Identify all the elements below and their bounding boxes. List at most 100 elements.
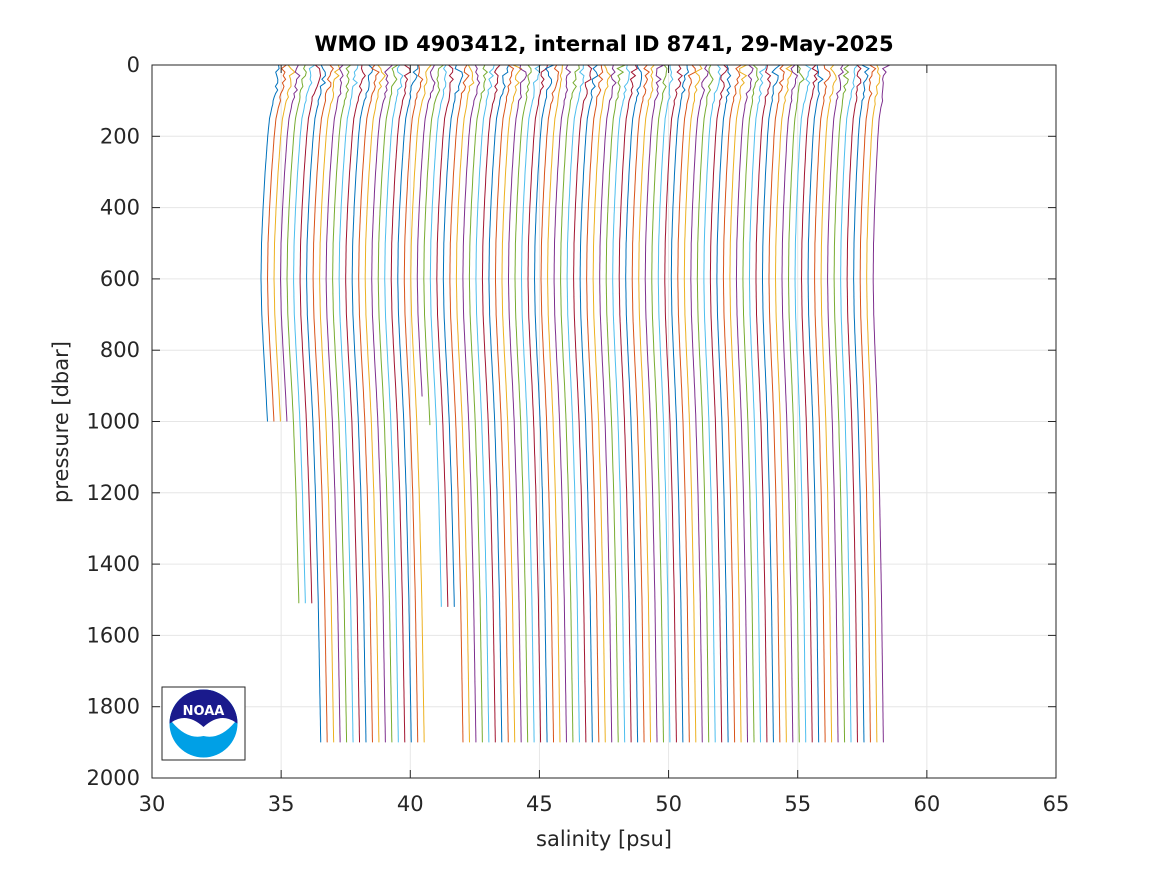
profile-line — [266, 64, 287, 422]
profile-line — [748, 64, 767, 743]
profile-line — [449, 64, 470, 743]
profile-line — [742, 64, 759, 743]
profile-line — [735, 64, 754, 743]
profile-line — [442, 64, 464, 607]
profile-line — [670, 64, 690, 743]
y-tick-label: 2000 — [87, 766, 140, 790]
profile-line — [423, 64, 444, 426]
profile-line — [332, 64, 352, 743]
profile-line — [807, 64, 824, 743]
profile-line — [377, 64, 399, 743]
profile-line — [683, 64, 703, 743]
profile-line — [644, 64, 665, 743]
y-tick-label: 1000 — [87, 410, 140, 434]
x-tick-label: 60 — [913, 792, 940, 816]
profile-line — [488, 64, 510, 743]
profile-line — [605, 64, 626, 743]
profile-line — [273, 64, 296, 422]
profile-line — [651, 64, 668, 743]
profile-line — [762, 64, 781, 743]
profile-line — [775, 64, 793, 743]
profile-line — [638, 64, 655, 743]
profile-line — [690, 64, 709, 743]
x-tick-label: 30 — [139, 792, 166, 816]
y-tick-label: 200 — [100, 124, 140, 148]
profile-line — [306, 64, 327, 743]
profile-line — [781, 64, 799, 743]
profile-line — [833, 64, 850, 743]
profile-line — [312, 64, 334, 743]
profile-line — [768, 64, 785, 743]
profile-line — [814, 64, 831, 743]
profile-line — [553, 64, 572, 743]
y-tick-label: 600 — [100, 267, 140, 291]
profile-line — [625, 64, 643, 743]
profile-line — [560, 64, 580, 743]
profile-line — [429, 64, 447, 607]
profile-line — [729, 64, 748, 743]
profile-line — [566, 65, 585, 743]
profile-line — [299, 64, 322, 604]
x-tick-label: 55 — [784, 792, 811, 816]
profile-line — [612, 64, 631, 743]
profile-line — [866, 64, 881, 743]
profile-line — [338, 64, 359, 743]
profile-line — [384, 64, 404, 743]
noaa-logo: NOAA — [161, 686, 246, 761]
profile-line — [859, 64, 877, 743]
profile-line — [495, 64, 515, 743]
profile-line — [846, 64, 862, 743]
profile-line — [820, 64, 837, 743]
profile-line — [351, 64, 374, 743]
profile-line — [573, 64, 593, 743]
profile-line — [840, 64, 858, 743]
profile-line — [390, 64, 411, 743]
profile-line — [755, 64, 772, 743]
x-tick-label: 65 — [1043, 792, 1070, 816]
profile-line — [872, 64, 891, 743]
profile-line — [592, 64, 612, 743]
profile-line — [364, 64, 386, 743]
profile-line — [475, 64, 495, 743]
tick-labels: 30 35 40 45 50 55 60 65 0 200 400 600 800 1000 1200 140… — [87, 53, 1070, 816]
chart-title: WMO ID 4903412, internal ID 8741, 29-May… — [314, 32, 893, 56]
profile-line — [358, 64, 380, 743]
profile-line — [293, 64, 316, 604]
y-tick-label: 1200 — [87, 481, 140, 505]
profile-line — [631, 64, 651, 743]
profile-line — [462, 64, 481, 743]
x-tick-label: 35 — [268, 792, 295, 816]
profile-line — [436, 64, 454, 607]
profile-line — [657, 64, 674, 743]
profile-line — [709, 64, 729, 743]
logo-wave — [172, 718, 235, 737]
profile-line — [677, 64, 696, 743]
profile-line — [716, 64, 732, 743]
axis-ticks — [151, 64, 1057, 779]
profile-line — [279, 64, 301, 422]
profile-line — [853, 64, 870, 743]
profile-line — [794, 64, 812, 743]
profile-line — [397, 64, 419, 743]
profile-line — [827, 64, 844, 743]
profile-line — [514, 64, 532, 743]
x-tick-label: 45 — [526, 792, 553, 816]
profile-line — [455, 64, 475, 743]
profile-lines — [260, 64, 891, 743]
y-tick-label: 0 — [127, 53, 140, 77]
y-tick-label: 1800 — [87, 695, 140, 719]
profile-line — [533, 64, 555, 743]
profile-line — [800, 64, 820, 743]
profile-line — [325, 64, 344, 743]
profile-line — [345, 64, 366, 743]
profile-line — [403, 64, 424, 743]
profile-line — [260, 64, 280, 422]
y-axis-label: pressure [dbar] — [49, 341, 73, 503]
profile-line — [547, 64, 563, 743]
profile-line — [508, 64, 527, 743]
profile-line — [416, 64, 436, 397]
x-tick-label: 50 — [655, 792, 682, 816]
logo-text: NOAA — [183, 704, 225, 719]
y-tick-label: 1400 — [87, 552, 140, 576]
